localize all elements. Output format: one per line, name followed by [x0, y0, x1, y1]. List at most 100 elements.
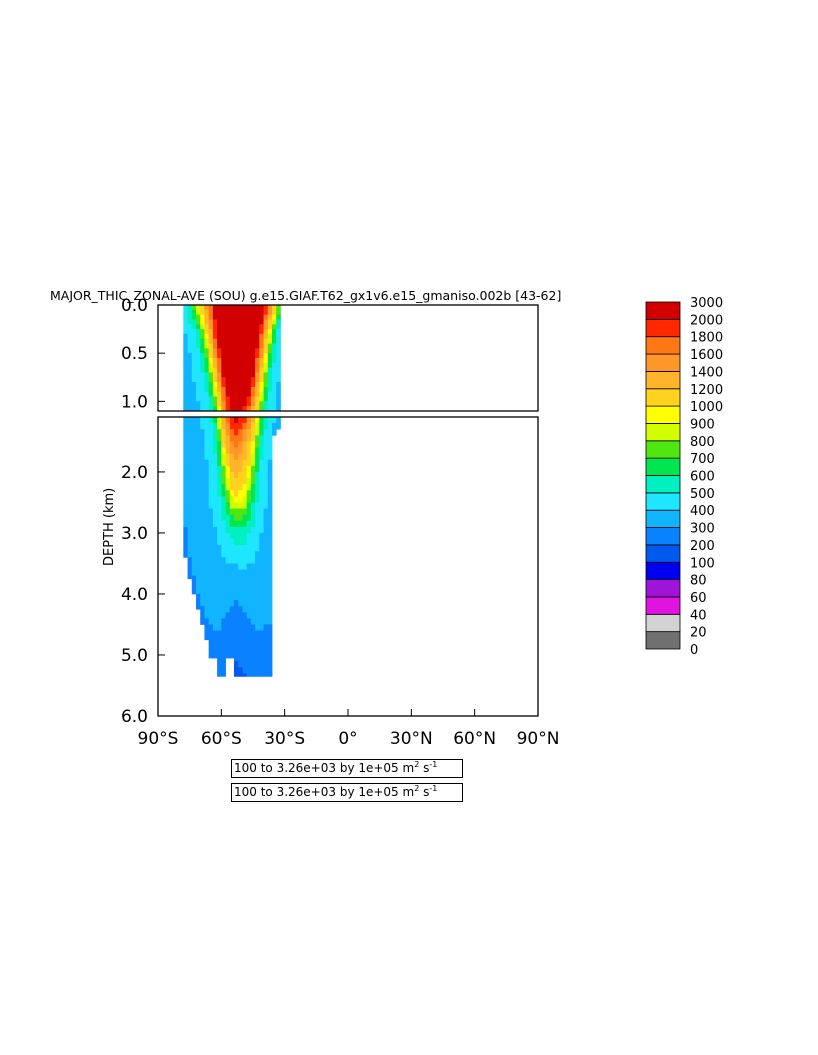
field-cell [225, 401, 231, 407]
field-cell [200, 471, 205, 479]
field-cell [238, 319, 243, 325]
field-cell [217, 447, 222, 455]
field-cell [242, 667, 248, 674]
field-cell [250, 606, 256, 613]
field-cell [187, 401, 193, 407]
field-cell [200, 575, 205, 583]
field-cell [259, 557, 264, 564]
field-cell [191, 459, 197, 467]
field-cell [204, 429, 210, 436]
y-tick-label: 5.0 [121, 646, 148, 666]
field-cell [246, 362, 252, 369]
colorbar-label: 80 [690, 574, 707, 589]
x-tick-label: 90°S [138, 729, 179, 749]
field-cell [200, 353, 205, 359]
field-cell [263, 333, 269, 340]
field-cell [229, 557, 235, 564]
field-cell [204, 587, 210, 595]
field-cell [217, 372, 222, 378]
field-cell [255, 329, 260, 335]
field-cell [267, 661, 273, 668]
field-cell [250, 545, 256, 552]
field-cell [267, 348, 273, 354]
field-cell [263, 319, 269, 325]
field-cell [259, 514, 264, 522]
field-cell [200, 372, 205, 378]
field-cell [229, 367, 235, 373]
field-cell [255, 563, 260, 570]
field-cell [276, 358, 281, 364]
field-cell [196, 353, 201, 359]
field-cell [225, 423, 231, 430]
field-cell [204, 581, 210, 589]
field-cell [196, 372, 201, 378]
field-cell [238, 338, 243, 344]
y-tick-label: 2.0 [121, 463, 148, 483]
field-cell [217, 396, 222, 402]
field-cell [238, 642, 243, 650]
field-cell [212, 575, 218, 583]
field-cell [242, 367, 248, 373]
field-cell [267, 362, 273, 369]
field-cell [242, 575, 248, 583]
field-cell [212, 532, 218, 540]
field-cell [208, 447, 214, 455]
field-cell [183, 401, 188, 407]
field-cell [255, 459, 260, 467]
field-cell [229, 520, 235, 528]
field-cell [238, 575, 243, 583]
field-cell [229, 490, 235, 497]
field-cell [225, 406, 231, 411]
field-cell [259, 314, 264, 320]
field-cell [212, 539, 218, 546]
field-cell [212, 484, 218, 491]
field-cell [263, 423, 269, 430]
field-cell [196, 545, 201, 552]
field-cell [208, 348, 214, 354]
field-cell [250, 551, 256, 558]
field-cell [263, 636, 269, 644]
field-cell [238, 386, 243, 393]
field-cell [234, 667, 239, 674]
field-cell [246, 471, 252, 479]
colorbar-label: 40 [690, 608, 707, 623]
field-cell [187, 348, 193, 354]
field-cell [267, 441, 273, 448]
field-cell [187, 441, 193, 448]
field-cell [246, 514, 252, 522]
field-cell [187, 324, 193, 330]
field-cell [212, 338, 218, 344]
field-cell [225, 600, 231, 607]
field-cell [196, 377, 201, 383]
field-cell [250, 648, 256, 656]
field-cell [204, 319, 210, 325]
field-cell [234, 600, 239, 607]
field-cell [187, 496, 193, 503]
field-cell [200, 551, 205, 558]
field-cell [263, 401, 269, 407]
field-cell [183, 358, 188, 364]
field-cell [187, 386, 193, 393]
field-cell [225, 358, 231, 364]
field-cell [267, 557, 273, 564]
field-cell [263, 569, 269, 577]
field-cell [208, 429, 214, 436]
field-cell [212, 305, 218, 311]
field-cell [234, 514, 239, 522]
field-cell [276, 417, 281, 424]
field-cell [267, 532, 273, 540]
field-cell [187, 329, 193, 335]
field-cell [187, 367, 193, 373]
field-cell [238, 508, 243, 516]
field-cell [221, 423, 226, 430]
field-cell [217, 575, 222, 583]
colorbar-swatch [645, 423, 681, 442]
field-cell [217, 661, 222, 668]
field-cell [212, 630, 218, 638]
field-cell [246, 642, 252, 650]
field-cell [212, 435, 218, 442]
field-cell [246, 484, 252, 491]
field-cell [229, 630, 235, 638]
field-cell [229, 459, 235, 467]
field-cell [196, 338, 201, 344]
